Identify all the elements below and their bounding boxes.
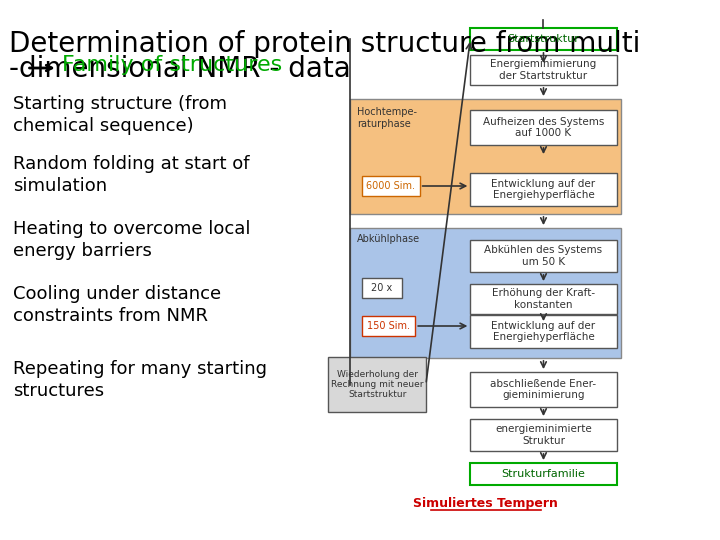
Text: -dimensional NMR - data: -dimensional NMR - data bbox=[9, 55, 351, 83]
Text: Strukturfamilie: Strukturfamilie bbox=[502, 469, 585, 479]
Text: Random folding at start of
simulation: Random folding at start of simulation bbox=[13, 155, 250, 195]
FancyBboxPatch shape bbox=[362, 278, 402, 298]
FancyBboxPatch shape bbox=[362, 316, 415, 336]
Text: Simuliertes Tempern: Simuliertes Tempern bbox=[413, 496, 558, 510]
FancyBboxPatch shape bbox=[470, 463, 617, 485]
FancyBboxPatch shape bbox=[470, 419, 617, 451]
Text: Repeating for many starting
structures: Repeating for many starting structures bbox=[13, 360, 267, 400]
Text: Heating to overcome local
energy barriers: Heating to overcome local energy barrier… bbox=[13, 220, 251, 260]
Text: Entwicklung auf der
Energiehyperfläche: Entwicklung auf der Energiehyperfläche bbox=[492, 321, 595, 342]
Text: Starting structure (from
chemical sequence): Starting structure (from chemical sequen… bbox=[13, 95, 228, 135]
FancyBboxPatch shape bbox=[362, 176, 420, 196]
FancyBboxPatch shape bbox=[470, 28, 617, 50]
Text: Cooling under distance
constraints from NMR: Cooling under distance constraints from … bbox=[13, 285, 222, 325]
Text: Wiederholung der
Rechnung mit neuer
Startstruktur: Wiederholung der Rechnung mit neuer Star… bbox=[331, 369, 423, 400]
FancyBboxPatch shape bbox=[470, 284, 617, 314]
Text: abschließende Ener-
gieminimierung: abschließende Ener- gieminimierung bbox=[490, 379, 597, 400]
Text: Family of structures: Family of structures bbox=[62, 55, 282, 75]
Text: energieminimierte
Struktur: energieminimierte Struktur bbox=[495, 424, 592, 446]
Text: Startstruktur: Startstruktur bbox=[508, 34, 580, 44]
Text: Erhöhung der Kraft-
konstanten: Erhöhung der Kraft- konstanten bbox=[492, 288, 595, 310]
FancyBboxPatch shape bbox=[351, 228, 621, 358]
Text: Entwicklung auf der
Energiehyperfläche: Entwicklung auf der Energiehyperfläche bbox=[492, 179, 595, 200]
FancyBboxPatch shape bbox=[470, 173, 617, 206]
Text: Abkühlen des Systems
um 50 K: Abkühlen des Systems um 50 K bbox=[485, 245, 603, 267]
FancyBboxPatch shape bbox=[470, 55, 617, 85]
FancyBboxPatch shape bbox=[470, 240, 617, 272]
Text: 150 Sim.: 150 Sim. bbox=[367, 321, 410, 331]
Text: Abkühlphase: Abkühlphase bbox=[356, 234, 420, 244]
FancyBboxPatch shape bbox=[328, 357, 426, 412]
FancyBboxPatch shape bbox=[470, 110, 617, 145]
Text: Determination of protein structure from multi: Determination of protein structure from … bbox=[9, 30, 640, 58]
FancyBboxPatch shape bbox=[470, 372, 617, 407]
Text: 6000 Sim.: 6000 Sim. bbox=[366, 181, 415, 191]
Text: Energieminimierung
der Startstruktur: Energieminimierung der Startstruktur bbox=[490, 59, 597, 81]
FancyBboxPatch shape bbox=[351, 99, 621, 214]
Text: 20 x: 20 x bbox=[372, 283, 392, 293]
Text: Hochtempe-
raturphase: Hochtempe- raturphase bbox=[356, 107, 417, 129]
FancyBboxPatch shape bbox=[470, 315, 617, 348]
Text: Aufheizen des Systems
auf 1000 K: Aufheizen des Systems auf 1000 K bbox=[483, 117, 604, 138]
